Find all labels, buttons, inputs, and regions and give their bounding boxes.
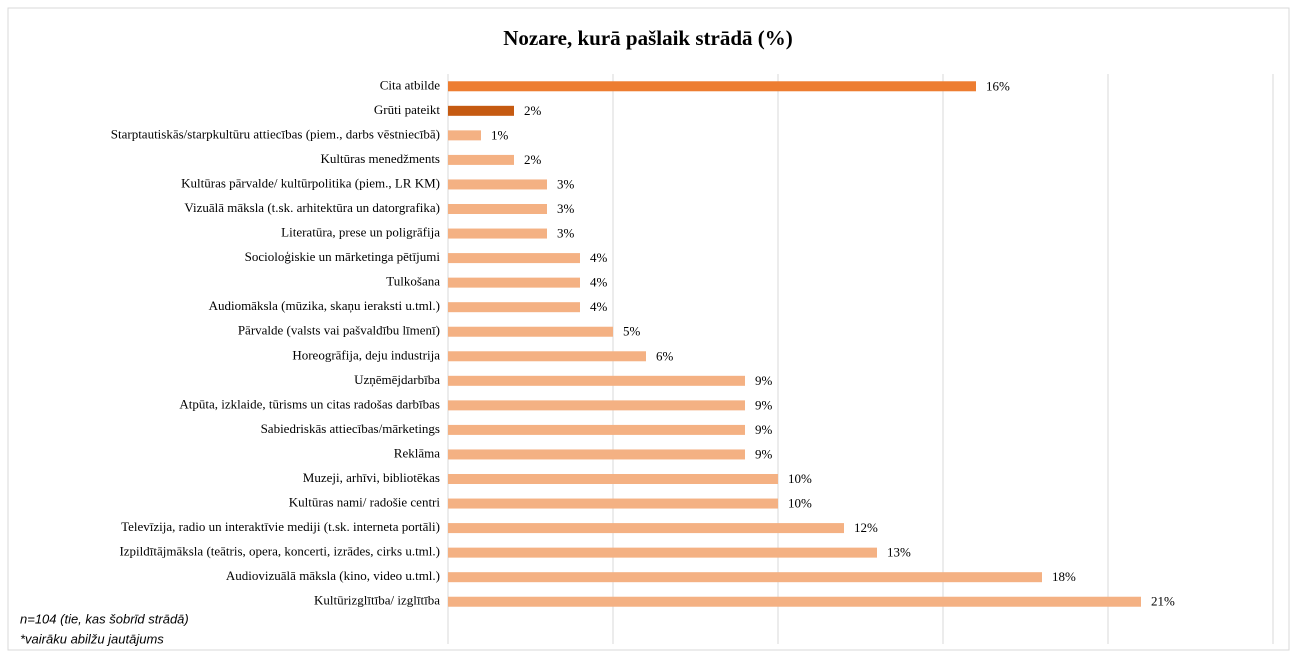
y-tick-label: Izpildītājmāksla (teātris, opera, koncer…: [119, 544, 440, 559]
bar: [448, 179, 547, 190]
bar: [448, 302, 580, 313]
bar: [448, 449, 745, 460]
bar: [448, 204, 547, 214]
value-label: 9%: [755, 373, 773, 388]
note: *vairāku abilžu jautājums: [20, 631, 164, 646]
value-label: 2%: [524, 103, 542, 118]
value-label: 6%: [656, 348, 674, 363]
value-label: 1%: [491, 127, 509, 142]
value-label: 4%: [590, 299, 608, 314]
y-tick-label: Atpūta, izklaide, tūrisms un citas radoš…: [179, 396, 440, 411]
bar: [448, 474, 778, 484]
y-tick-label: Uzņēmējdarbība: [354, 372, 440, 387]
bar: [448, 596, 1141, 607]
bar: [448, 154, 514, 165]
y-tick-label: Tulkošana: [386, 274, 440, 289]
value-label: 9%: [755, 422, 773, 437]
bar: [448, 375, 745, 386]
y-tick-label: Kultūrizglītība/ izglītība: [314, 593, 440, 608]
bar: [448, 498, 778, 509]
value-label: 4%: [590, 275, 608, 290]
bar: [448, 130, 481, 141]
y-tick-label: Starptautiskās/starpkultūru attiecības (…: [111, 126, 440, 141]
bar: [448, 424, 745, 435]
bar: [448, 277, 580, 288]
y-tick-label: Cita atbilde: [380, 77, 441, 92]
note: n=104 (tie, kas šobrīd strādā): [20, 611, 189, 626]
value-label: 18%: [1052, 569, 1076, 584]
value-label: 16%: [986, 78, 1010, 93]
chart-frame: [7, 7, 1290, 651]
y-tick-label: Audiomāksla (mūzika, skaņu ieraksti u.tm…: [209, 298, 440, 313]
value-label: 3%: [557, 176, 575, 191]
y-tick-label: Reklāma: [394, 445, 440, 460]
bar: [448, 105, 514, 116]
bar: [448, 523, 844, 534]
bar: [448, 228, 547, 239]
y-tick-label: Literatūra, prese un poligrāfija: [281, 225, 440, 240]
y-tick-label: Socioloģiskie un mārketinga pētījumi: [245, 249, 441, 264]
value-label: 5%: [623, 324, 641, 339]
value-label: 2%: [524, 152, 542, 167]
value-label: 12%: [854, 520, 878, 535]
chart-title: Nozare, kurā pašlaik strādā (%): [503, 26, 793, 50]
y-tick-label: Horeogrāfija, deju industrija: [292, 347, 440, 362]
y-tick-label: Audiovizuālā māksla (kino, video u.tml.): [226, 568, 440, 583]
y-tick-label: Kultūras nami/ radošie centri: [289, 495, 441, 510]
y-tick-label: Grūti pateikt: [374, 102, 440, 117]
value-label: 10%: [788, 496, 812, 511]
y-tick-label: Pārvalde (valsts vai pašvaldību līmenī): [238, 323, 440, 338]
value-label: 3%: [557, 226, 575, 241]
bar: [448, 326, 613, 337]
value-label: 9%: [755, 397, 773, 412]
value-label: 3%: [557, 201, 575, 216]
y-tick-label: Vizuālā māksla (t.sk. arhitektūra un dat…: [184, 200, 440, 215]
y-tick-label: Kultūras menedžments: [321, 151, 441, 166]
bar: [448, 400, 745, 411]
value-label: 4%: [590, 250, 608, 265]
y-tick-label: Muzeji, arhīvi, bibliotēkas: [303, 470, 440, 485]
bar: [448, 351, 646, 362]
bar: [448, 253, 580, 264]
y-tick-label: Kultūras pārvalde/ kultūrpolitika (piem.…: [181, 175, 440, 190]
bar: [448, 547, 877, 558]
y-tick-label: Sabiedriskās attiecības/mārketings: [261, 421, 440, 436]
value-label: 21%: [1151, 594, 1175, 609]
value-label: 10%: [788, 471, 812, 486]
value-label: 9%: [755, 446, 773, 461]
value-label: 13%: [887, 545, 911, 560]
y-tick-label: Televīzija, radio un interaktīvie mediji…: [121, 519, 440, 534]
bar: [448, 81, 976, 92]
bar: [448, 572, 1042, 583]
